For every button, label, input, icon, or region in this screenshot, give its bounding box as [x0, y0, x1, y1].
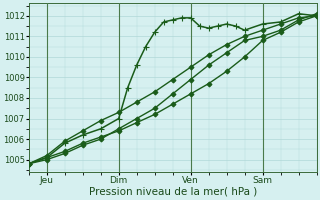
X-axis label: Pression niveau de la mer( hPa ): Pression niveau de la mer( hPa )	[89, 187, 257, 197]
